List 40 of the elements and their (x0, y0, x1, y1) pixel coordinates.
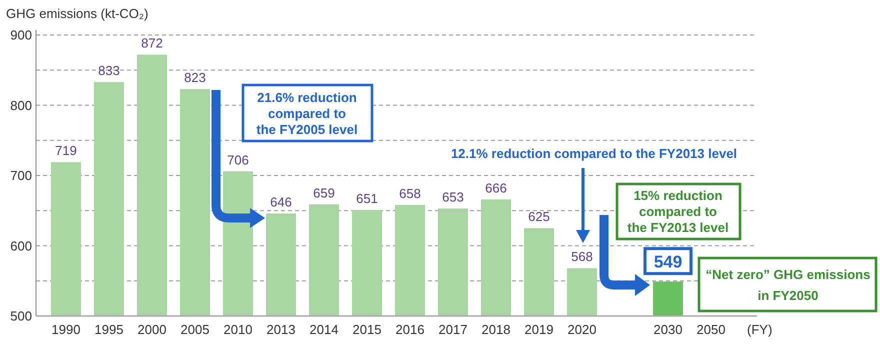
annotation: “Net zero” GHG emissions in FY2050 (706, 267, 870, 303)
data-label: 646 (270, 194, 292, 210)
y-tick-label: 500 (10, 308, 32, 324)
x-tick-label: 2015 (352, 322, 382, 337)
annotation: 15% reduction compared to the FY2013 level (627, 188, 729, 235)
x-tick-label: 2016 (396, 322, 424, 337)
x-tick-label: 2010 (224, 322, 252, 337)
y-tick-label: 900 (10, 28, 32, 43)
data-label: 549 (654, 252, 682, 272)
data-label: 706 (227, 152, 249, 168)
x-axis-title: (FY) (747, 322, 772, 337)
data-label: 653 (442, 190, 464, 205)
x-tick-label: 1990 (52, 322, 80, 337)
x-tick-label: 2017 (438, 322, 468, 337)
x-tick-label: 2000 (138, 322, 166, 337)
data-label: 666 (485, 180, 507, 196)
x-tick-label: 2019 (524, 322, 554, 337)
data-label: 651 (356, 190, 378, 206)
y-tick-label: 600 (10, 238, 32, 254)
data-label: 872 (141, 36, 163, 51)
x-tick-label: 1995 (94, 322, 124, 337)
x-tick-label: 2013 (266, 322, 296, 337)
data-label: 659 (313, 185, 335, 200)
x-tick-label: 2014 (310, 322, 338, 337)
y-axis-title: GHG emissions (kt-CO₂) (6, 6, 148, 21)
annotation: 12.1% reduction compared to the FY2013 level (450, 146, 738, 161)
data-label: 823 (184, 70, 206, 86)
x-tick-label: 2020 (568, 322, 596, 337)
data-label: 658 (399, 186, 421, 202)
y-tick-label: 800 (10, 98, 32, 113)
data-label: 625 (528, 209, 550, 224)
x-tick-label: 2018 (482, 322, 510, 337)
data-label: 719 (55, 143, 77, 158)
data-label: 568 (571, 249, 593, 264)
y-tick-label: 700 (10, 168, 32, 184)
annotation: 21.6% reduction compared to the FY2005 level (256, 90, 358, 137)
data-label: 833 (98, 63, 120, 78)
x-tick-label: 2030 (654, 322, 682, 337)
x-tick-label: 2050 (696, 322, 726, 337)
x-tick-label: 2005 (180, 322, 210, 337)
